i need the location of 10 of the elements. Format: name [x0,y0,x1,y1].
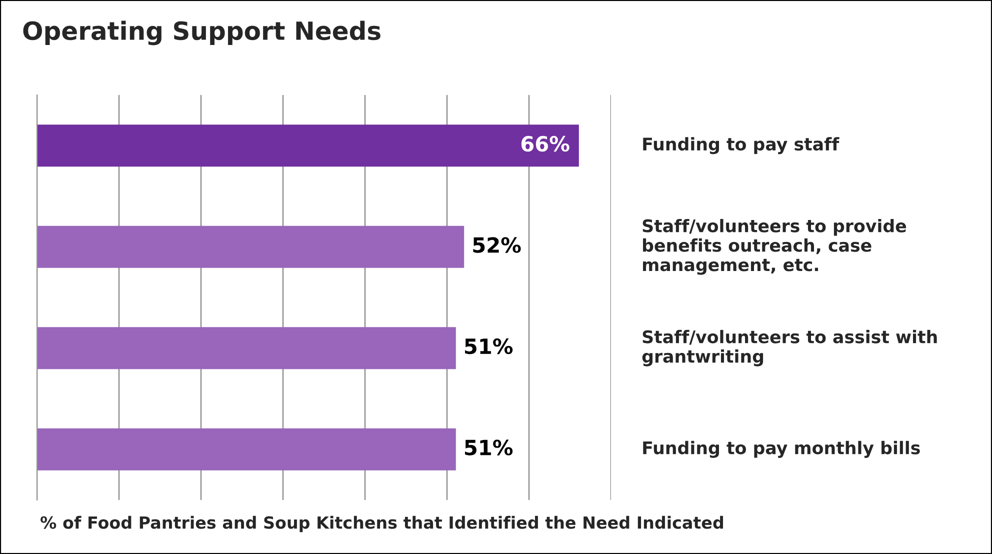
y-tick-label: Staff/volunteers to provide benefits outreach, case management, etc. [642,218,906,275]
data-label: 66% [521,136,570,152]
y-tick-label: Funding to pay monthly bills [643,440,920,458]
data-label: 52% [473,237,521,253]
y-tick-label: Funding to pay staff [643,137,840,154]
chart-title: Operating Support Needs [23,20,380,46]
x-axis-title: % of Food Pantries and Soup Kitchens that Identified the Need Indicated [40,516,723,532]
y-tick-label: Staff/volunteers to assist with grantwriting [642,330,937,366]
data-label: 51% [465,338,513,354]
data-label: 51% [465,440,513,456]
